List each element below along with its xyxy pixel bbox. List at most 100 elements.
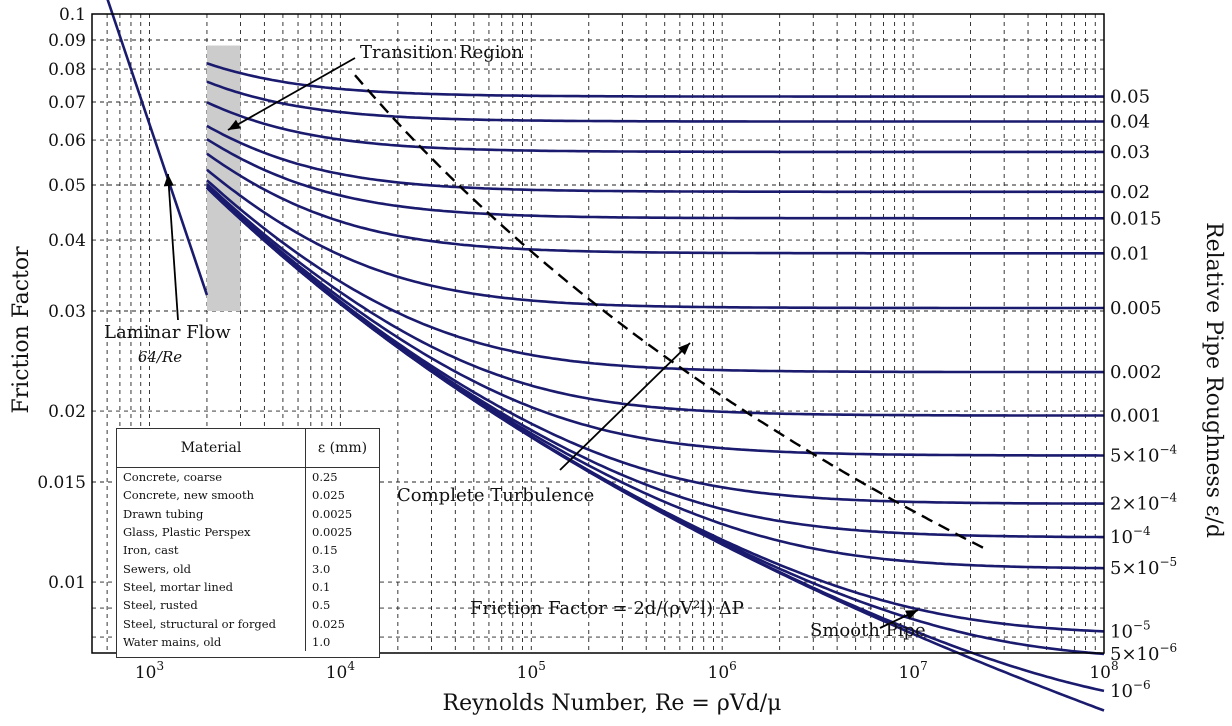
y-tick-label: 0.06 [48,131,86,151]
roughness-curve [206,168,1104,310]
y-tick-label: 0.03 [48,302,86,322]
y-tick-label: 0.05 [48,176,86,196]
x-tick-exponent: 5 [538,659,546,673]
material-roughness: 0.025 [312,488,345,503]
material-roughness: 0.025 [312,616,345,631]
right-axis-label: Relative Pipe Roughness ε/d [1201,222,1226,538]
material-name: Steel, structural or forged [117,614,306,633]
complete-turbulence-line [354,74,990,552]
roughness-curve [206,184,1104,457]
table-row: Concrete, new smooth 0.025 [117,486,379,505]
material-roughness: 3.0 [312,561,331,576]
roughness-label: 0.005 [1110,298,1162,319]
y-tick-label: 0.04 [48,231,86,251]
roughness-curve [206,182,1104,417]
roughness-curve [206,138,1104,220]
y-tick-label: 0.01 [48,573,86,593]
roughness-label: 5×10−6 [1110,641,1177,665]
x-axis-label: Reynolds Number, Re = ρVd/μ [443,691,782,716]
roughness-curve [206,62,1104,98]
transition-region-label: Transition Region [360,42,523,63]
formula-label: Friction Factor = 2d/(ρV²l) ΔP [470,598,744,619]
roughness-header: ε (mm) [305,429,379,468]
plot-frame [91,13,1105,654]
annotation-arrows [163,57,919,629]
roughness-label: 0.05 [1110,87,1150,108]
x-tick-label: 104 [326,659,356,683]
material-roughness-table: Material ε (mm) Concrete, coarse 0.25 Con… [116,428,380,658]
turbulence-arrow-head [677,343,690,355]
table-row: Concrete, coarse 0.25 [117,467,379,487]
roughness-exponent: −5 [1133,618,1151,632]
turbulence-arrow [559,342,691,471]
roughness-labels: 0.05 0.04 0.03 0.02 0.015 0.01 0.005 0.002 0.001… [1110,87,1178,702]
roughness-exponent: −4 [1159,491,1177,505]
table-row: Steel, rusted 0.5 [117,596,379,615]
roughness-label: 10−6 [1110,678,1151,702]
roughness-curves [206,62,1105,712]
x-tick-exponent: 4 [347,659,355,673]
roughness-curve [206,80,1104,123]
roughness-label: 0.03 [1110,142,1150,163]
laminar-line [106,0,209,296]
roughness-label: 0.04 [1110,112,1150,133]
table-row: Water mains, old 1.0 [117,632,379,651]
material-roughness: 0.5 [312,598,331,613]
x-tick-exponent: 7 [920,659,928,673]
transition-arrow [227,57,356,131]
x-tick-exponent: 3 [156,659,164,673]
material-roughness: 0.0025 [312,506,353,521]
roughness-label: 0.001 [1110,406,1162,427]
material-name: Concrete, new smooth [117,486,306,505]
material-name: Glass, Plastic Perspex [117,522,306,542]
material-name: Steel, rusted [117,596,306,615]
x-tick-exponent: 8 [1111,659,1119,673]
y-tick-label: 0.015 [37,473,86,493]
roughness-curve [206,124,1104,194]
x-tick-exponent: 6 [729,659,737,673]
material-roughness: 0.15 [312,543,338,558]
transition-region [206,45,241,312]
x-tick-labels: 103 104 105 106 107 108 [135,659,1119,683]
material-roughness: 0.0025 [312,525,353,540]
transition-arrow-head [228,119,241,130]
complete-turbulence-label: Complete Turbulence [397,485,594,506]
roughness-exponent: −6 [1159,641,1177,655]
roughness-curve [206,179,1104,374]
material-name: Sewers, old [117,559,306,578]
y-tick-label: 0.08 [48,60,86,80]
roughness-label: 0.01 [1110,243,1150,264]
smooth-pipe-arrow-head [905,610,918,620]
smooth-pipe-label: Smooth Pipe [810,620,926,641]
y-tick-label: 0.09 [48,31,86,51]
material-header: Material [117,429,306,468]
roughness-curve [206,186,1105,712]
table-row: Drawn tubing 0.0025 [117,504,379,523]
transition-shade [206,45,241,312]
roughness-exponent: −5 [1159,555,1177,569]
material-roughness: 0.25 [312,470,338,485]
material-name: Iron, cast [117,541,306,560]
material-name: Concrete, coarse [117,467,306,487]
roughness-label: 0.02 [1110,182,1150,203]
roughness-label: 0.015 [1110,208,1162,229]
laminar-arrow-head [163,174,174,187]
table-row: Glass, Plastic Perspex 0.0025 [117,522,379,542]
material-roughness: 1.0 [312,634,331,649]
table-row: Steel, mortar lined 0.1 [117,577,379,597]
table-row: Steel, structural or forged 0.025 [117,614,379,633]
material-name: Water mains, old [117,632,306,651]
material-name: Drawn tubing [117,504,306,523]
material-roughness: 0.1 [312,579,331,594]
roughness-curve [206,101,1104,154]
table-row: Iron, cast 0.15 [117,541,379,560]
complete-turbulence-curve [354,74,990,552]
y-tick-label: 0.1 [59,5,86,25]
roughness-exponent: −4 [1133,524,1151,538]
y-axis-label: Friction Factor [9,246,34,414]
roughness-label: 0.002 [1110,362,1162,383]
roughness-exponent: −6 [1133,678,1151,692]
y-tick-labels: 0.1 0.09 0.08 0.07 0.06 0.05 0.04 0.03 0.02 0.015… [37,5,86,593]
laminar-arrow [167,173,179,321]
laminar-formula-label: 64/Re [138,348,182,366]
